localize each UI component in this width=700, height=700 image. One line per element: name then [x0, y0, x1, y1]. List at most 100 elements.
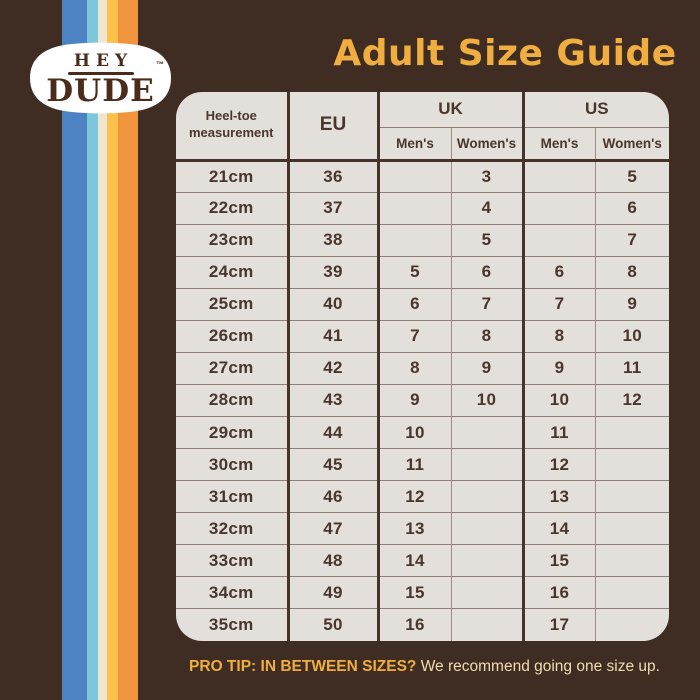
cell-eu: 37 [286, 191, 378, 225]
table-row: 33cm 48 14 15 [176, 544, 669, 577]
logo-dude-text: DUDE [46, 73, 155, 109]
cell-us-womens: 7 [594, 223, 669, 257]
cell-measurement: 29cm [176, 415, 288, 449]
cell-uk-mens: 10 [376, 415, 451, 449]
decorative-stripe-cream [98, 0, 107, 700]
cell-us-mens: 7 [521, 287, 595, 321]
size-table-body: 21cm 36 3 5 22cm 37 4 6 23cm 38 5 7 24cm [176, 159, 669, 641]
decorative-stripe-light-blue [87, 0, 98, 700]
cell-uk-womens [450, 448, 523, 481]
page-title: Adult Size Guide [333, 33, 677, 74]
cell-eu: 47 [286, 512, 378, 545]
cell-eu: 39 [286, 255, 378, 289]
cell-measurement: 28cm [176, 383, 288, 417]
pro-tip: PRO TIP: IN BETWEEN SIZES? We recommend … [156, 657, 693, 677]
header-us: US [521, 92, 669, 128]
cell-uk-womens [450, 544, 523, 577]
cell-measurement: 22cm [176, 191, 288, 225]
cell-eu: 40 [286, 287, 378, 321]
cell-us-mens: 14 [521, 512, 595, 545]
table-row: 31cm 46 12 13 [176, 480, 669, 513]
size-table: Heel-toe measurement EU UK US Men's Wome… [176, 92, 669, 641]
cell-measurement: 30cm [176, 448, 288, 481]
cell-uk-womens: 3 [450, 159, 523, 193]
decorative-stripe-blue [62, 0, 87, 700]
cell-us-womens [594, 448, 669, 481]
table-row: 22cm 37 4 6 [176, 191, 669, 225]
cell-uk-womens [450, 480, 523, 513]
cell-uk-mens [376, 223, 451, 257]
cell-uk-womens [450, 608, 523, 641]
decorative-stripe-yellow [107, 0, 118, 700]
cell-us-mens: 16 [521, 576, 595, 609]
cell-uk-womens: 8 [450, 319, 523, 353]
cell-us-mens: 17 [521, 608, 595, 641]
cell-measurement: 24cm [176, 255, 288, 289]
size-table-container: Heel-toe measurement EU UK US Men's Wome… [176, 92, 669, 641]
header-us-womens: Women's [594, 127, 669, 162]
cell-eu: 46 [286, 480, 378, 513]
cell-us-mens: 11 [521, 415, 595, 449]
cell-eu: 45 [286, 448, 378, 481]
header-heel-toe-measurement: Heel-toe measurement [176, 92, 288, 162]
table-row: 32cm 47 13 14 [176, 512, 669, 545]
cell-us-mens: 12 [521, 448, 595, 481]
cell-us-mens: 13 [521, 480, 595, 513]
pro-tip-text: We recommend going one size up. [420, 658, 660, 675]
cell-uk-womens: 5 [450, 223, 523, 257]
cell-uk-mens [376, 191, 451, 225]
cell-uk-womens [450, 512, 523, 545]
cell-us-mens: 10 [521, 383, 595, 417]
table-row: 25cm 40 6 7 7 9 [176, 287, 669, 321]
table-row: 29cm 44 10 11 [176, 415, 669, 449]
cell-uk-mens: 8 [376, 351, 451, 385]
cell-us-womens [594, 544, 669, 577]
cell-uk-mens: 13 [376, 512, 451, 545]
cell-us-womens [594, 415, 669, 449]
cell-eu: 41 [286, 319, 378, 353]
cell-measurement: 21cm [176, 159, 288, 193]
cell-uk-womens: 9 [450, 351, 523, 385]
cell-measurement: 23cm [176, 223, 288, 257]
header-eu: EU [286, 92, 378, 162]
table-row: 35cm 50 16 17 [176, 608, 669, 641]
cell-measurement: 25cm [176, 287, 288, 321]
cell-uk-womens: 10 [450, 383, 523, 417]
cell-uk-mens: 16 [376, 608, 451, 641]
cell-uk-mens: 12 [376, 480, 451, 513]
cell-us-womens [594, 608, 669, 641]
cell-uk-mens: 7 [376, 319, 451, 353]
header-us-mens: Men's [521, 127, 595, 162]
cell-uk-womens [450, 576, 523, 609]
table-row: 27cm 42 8 9 9 11 [176, 351, 669, 385]
cell-us-womens [594, 480, 669, 513]
cell-uk-mens: 15 [376, 576, 451, 609]
cell-us-mens: 9 [521, 351, 595, 385]
cell-us-mens: 6 [521, 255, 595, 289]
cell-uk-womens: 7 [450, 287, 523, 321]
hey-dude-logo: HEY DUDE ™ [27, 36, 174, 120]
cell-eu: 49 [286, 576, 378, 609]
table-row: 21cm 36 3 5 [176, 159, 669, 193]
cell-eu: 48 [286, 544, 378, 577]
cell-us-womens: 5 [594, 159, 669, 193]
cell-uk-mens: 6 [376, 287, 451, 321]
cell-eu: 42 [286, 351, 378, 385]
cell-uk-womens [450, 415, 523, 449]
cell-us-mens [521, 191, 595, 225]
cell-us-womens: 10 [594, 319, 669, 353]
cell-us-womens [594, 576, 669, 609]
table-row: 24cm 39 5 6 6 8 [176, 255, 669, 289]
cell-measurement: 32cm [176, 512, 288, 545]
cell-eu: 44 [286, 415, 378, 449]
table-row: 23cm 38 5 7 [176, 223, 669, 257]
cell-us-mens [521, 159, 595, 193]
cell-measurement: 33cm [176, 544, 288, 577]
cell-us-mens: 15 [521, 544, 595, 577]
logo-badge-shape [30, 42, 171, 114]
logo-text: HEY DUDE ™ [27, 36, 174, 120]
table-row: 34cm 49 15 16 [176, 576, 669, 609]
decorative-stripe-orange [118, 0, 138, 700]
cell-eu: 43 [286, 383, 378, 417]
